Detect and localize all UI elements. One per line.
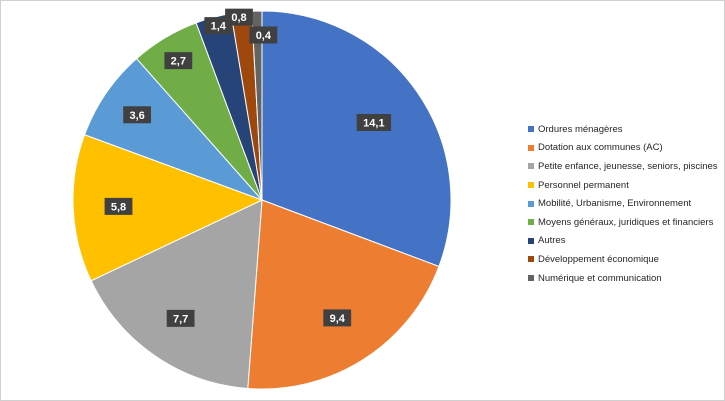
- legend-swatch: [528, 126, 534, 133]
- data-label-box: [249, 26, 278, 44]
- data-label-8: 0,8: [225, 8, 253, 26]
- data-label-box: [164, 52, 193, 70]
- data-label-box: [123, 106, 152, 124]
- pie-slice-3: [90, 199, 263, 390]
- data-label-4: 5,8: [104, 197, 133, 215]
- legend-item-3: Petite enfance, jeunesse, seniors, pisci…: [528, 157, 718, 176]
- legend-label: Développement économique: [538, 253, 659, 265]
- legend-item-4: Personnel permanent: [528, 176, 718, 195]
- data-label-text: 3,6: [129, 110, 144, 122]
- legend-item-1: Ordures ménagères: [528, 120, 718, 139]
- data-label-3: 7,7: [166, 309, 195, 327]
- legend-swatch: [528, 237, 534, 244]
- legend-label: Mobilité, Urbanisme, Environnement: [538, 198, 692, 210]
- pie-slice-2: [247, 199, 440, 390]
- data-label-5: 3,6: [123, 106, 152, 124]
- legend: Ordures ménagères Dotation aux communes (…: [528, 120, 718, 287]
- data-label-box: [323, 309, 352, 327]
- data-label-text: 1,4: [211, 21, 227, 33]
- legend-label: Moyens généraux, juridiques et financier…: [538, 216, 714, 228]
- data-label-text: 5,8: [111, 201, 126, 213]
- data-label-text: 0,8: [231, 12, 246, 24]
- data-label-6: 2,7: [164, 52, 193, 70]
- legend-swatch: [528, 256, 534, 263]
- legend-item-6: Moyens généraux, juridiques et financier…: [528, 213, 718, 232]
- data-label-box: [166, 309, 195, 327]
- data-label-9: 0,4: [249, 26, 278, 44]
- legend-item-5: Mobilité, Urbanisme, Environnement: [528, 194, 718, 213]
- legend-label: Ordures ménagères: [538, 123, 623, 135]
- data-label-box: [356, 114, 392, 132]
- data-label-text: 9,4: [330, 313, 346, 325]
- legend-label: Numérique et communication: [538, 272, 662, 284]
- legend-label: Petite enfance, jeunesse, seniors, pisci…: [538, 160, 718, 172]
- data-label-2: 9,4: [323, 309, 352, 327]
- pie-slice-5: [83, 57, 263, 201]
- legend-swatch: [528, 144, 534, 151]
- data-label-box: [225, 8, 253, 26]
- legend-item-7: Autres: [528, 232, 718, 251]
- data-label-1: 14,1: [356, 114, 392, 132]
- legend-label: Personnel permanent: [538, 179, 629, 191]
- pie-slice-4: [72, 134, 264, 282]
- pie-slice-1: [261, 10, 452, 268]
- data-label-box: [104, 197, 133, 215]
- legend-swatch: [528, 163, 534, 170]
- legend-swatch: [528, 275, 534, 282]
- legend-item-2: Dotation aux communes (AC): [528, 139, 718, 158]
- legend-swatch: [528, 219, 534, 226]
- legend-item-8: Développement économique: [528, 250, 718, 269]
- legend-label: Dotation aux communes (AC): [538, 142, 663, 154]
- legend-swatch: [528, 200, 534, 207]
- legend-item-9: Numérique et communication: [528, 269, 718, 288]
- data-label-text: 0,4: [256, 30, 272, 42]
- data-label-text: 2,7: [171, 56, 186, 68]
- data-label-text: 7,7: [173, 313, 188, 325]
- data-label-text: 14,1: [363, 118, 384, 130]
- legend-swatch: [528, 182, 534, 189]
- legend-label: Autres: [538, 235, 566, 247]
